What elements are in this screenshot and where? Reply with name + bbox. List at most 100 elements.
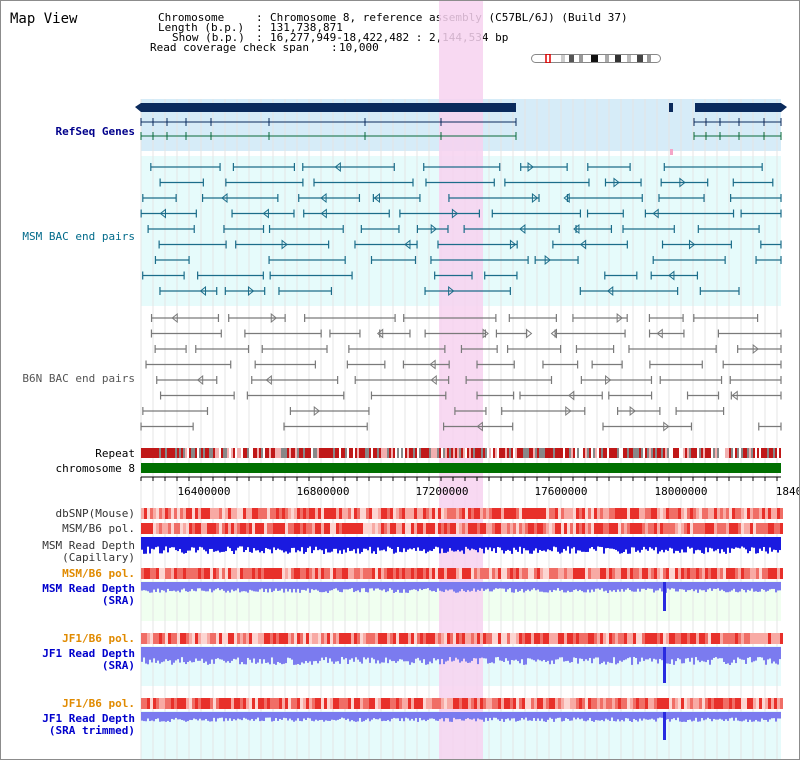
dbsnp-cell bbox=[285, 508, 288, 519]
msm-depth-sra-bar bbox=[369, 582, 371, 589]
msm-b6-pol-cell bbox=[705, 523, 708, 534]
jf1-b6-pol-2-cell bbox=[417, 698, 420, 709]
msm-depth-sra-bar bbox=[679, 582, 681, 590]
msm-depth-capillary-bar bbox=[411, 537, 413, 550]
jf1-b6-pol-cell bbox=[501, 633, 504, 644]
dbsnp-cell bbox=[249, 508, 252, 519]
msm-depth-capillary-bar bbox=[475, 537, 477, 551]
repeat-element bbox=[613, 448, 615, 458]
msm-depth-capillary-bar bbox=[349, 537, 351, 552]
jf1-depth-trim-bar bbox=[517, 712, 519, 721]
jf1-depth-sra-bar bbox=[743, 647, 745, 660]
jf1-depth-trim-bar bbox=[717, 712, 719, 720]
jf1-b6-pol-cell bbox=[591, 633, 594, 644]
msm-b6-pol-2-cell bbox=[441, 568, 444, 579]
msm-depth-capillary-bar bbox=[567, 537, 569, 547]
dbsnp-cell bbox=[192, 508, 195, 519]
msm-depth-sra-bar bbox=[603, 582, 605, 592]
jf1-b6-pol-cell bbox=[750, 633, 753, 644]
msm-b6-pol-cell bbox=[444, 523, 447, 534]
repeat-element bbox=[251, 448, 253, 458]
dbsnp-cell bbox=[279, 508, 282, 519]
repeat-element bbox=[411, 448, 413, 458]
repeat-element bbox=[509, 448, 511, 458]
msm-depth-capillary-bar bbox=[307, 537, 309, 548]
repeat-element bbox=[749, 448, 751, 458]
msm-depth-capillary-bar bbox=[343, 537, 345, 550]
jf1-depth-sra-bar bbox=[699, 647, 701, 663]
msm-depth-sra-bar bbox=[213, 582, 215, 591]
repeat-element bbox=[325, 448, 327, 458]
msm-depth-sra-bar bbox=[757, 582, 759, 592]
jf1-depth-sra-bar bbox=[639, 647, 641, 662]
repeat-element bbox=[171, 448, 173, 458]
repeat-element bbox=[539, 448, 541, 458]
msm-depth-capillary-bar bbox=[371, 537, 373, 554]
msm-depth-capillary-bar bbox=[187, 537, 189, 551]
jf1-b6-pol-2-cell bbox=[552, 698, 555, 709]
track-label-jf1-depth-sra: JF1 Read Depth bbox=[42, 647, 135, 660]
msm-b6-pol-2-cell bbox=[459, 568, 462, 579]
msm-b6-pol-cell bbox=[165, 523, 168, 534]
jf1-b6-pol-2-cell bbox=[336, 698, 339, 709]
jf1-b6-pol-2-cell bbox=[498, 698, 501, 709]
msm-depth-sra-bar bbox=[547, 582, 549, 593]
jf1-depth-trim-bar bbox=[357, 712, 359, 722]
msm-depth-sra-bar bbox=[393, 582, 395, 593]
jf1-depth-sra-bar bbox=[351, 647, 353, 659]
msm-b6-pol-2-cell bbox=[360, 568, 363, 579]
jf1-depth-sra-bar bbox=[773, 647, 775, 662]
msm-depth-sra-bar bbox=[329, 582, 331, 591]
msm-depth-capillary-bar bbox=[201, 537, 203, 548]
jf1-b6-pol-2-cell bbox=[429, 698, 432, 709]
msm-b6-pol-2-cell bbox=[195, 568, 198, 579]
msm-depth-sra-bar bbox=[597, 582, 599, 589]
jf1-depth-sra-bar bbox=[171, 647, 173, 665]
b6n-bac-pair-arrow bbox=[525, 328, 533, 339]
msm-depth-sra-bar bbox=[273, 582, 275, 591]
msm-depth-sra-bar bbox=[689, 582, 691, 591]
coverage-sep: : bbox=[331, 41, 345, 54]
jf1-depth-sra-bar bbox=[233, 647, 235, 659]
jf1-depth-trim-bar bbox=[367, 712, 369, 719]
jf1-depth-sra-bar bbox=[319, 647, 321, 661]
b6n-bac-pair-arrow bbox=[482, 328, 489, 339]
jf1-depth-sra-bar bbox=[359, 647, 361, 662]
msm-b6-pol-2-cell bbox=[528, 568, 531, 579]
msm-depth-capillary-bar bbox=[773, 537, 775, 550]
msm-depth-capillary-bar bbox=[195, 537, 197, 553]
jf1-depth-trim-bar bbox=[319, 712, 321, 721]
msm-b6-pol-2-cell bbox=[588, 568, 591, 579]
jf1-depth-sra-bar bbox=[349, 647, 351, 660]
jf1-depth-trim-bar bbox=[185, 712, 187, 722]
msm-depth-sra-bar bbox=[313, 582, 315, 591]
msm-b6-pol-2-cell bbox=[552, 568, 555, 579]
repeat-element bbox=[617, 448, 619, 458]
jf1-depth-sra-bar bbox=[421, 647, 423, 663]
jf1-depth-trim-bar bbox=[747, 712, 749, 722]
msm-depth-sra-bar bbox=[773, 582, 775, 589]
msm-b6-pol-cell bbox=[495, 523, 498, 534]
jf1-b6-pol-cell bbox=[537, 633, 540, 644]
dbsnp-cell bbox=[195, 508, 198, 519]
repeat-element bbox=[357, 448, 359, 458]
repeat-element bbox=[505, 448, 507, 458]
repeat-element bbox=[209, 448, 211, 458]
jf1-depth-trim-bar bbox=[521, 712, 523, 719]
chromosome-ideogram[interactable] bbox=[531, 54, 661, 63]
dbsnp-cell bbox=[561, 508, 564, 519]
repeat-element bbox=[397, 448, 399, 458]
dbsnp-cell bbox=[591, 508, 594, 519]
repeat-element bbox=[481, 448, 483, 458]
msm-b6-pol-cell bbox=[204, 523, 207, 534]
jf1-b6-pol-2-cell bbox=[723, 698, 726, 709]
msm-b6-pol-cell bbox=[612, 523, 615, 534]
msm-depth-sra-bar bbox=[759, 582, 761, 592]
msm-depth-sra-bar bbox=[395, 582, 397, 592]
msm-depth-capillary-bar bbox=[641, 537, 643, 550]
msm-b6-pol-cell bbox=[324, 523, 327, 534]
msm-depth-capillary-bar bbox=[409, 537, 411, 549]
msm-depth-sra-bar bbox=[275, 582, 277, 589]
jf1-b6-pol-2-cell bbox=[165, 698, 168, 709]
